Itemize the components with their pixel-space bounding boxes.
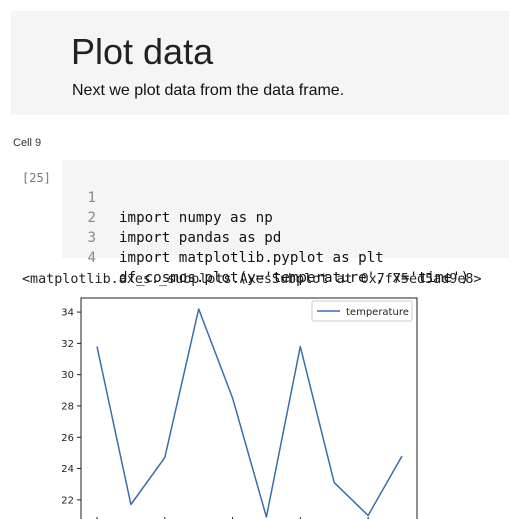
markdown-text: Next we plot data from the data frame. [72, 81, 344, 101]
code-text: import matplotlib.pyplot as plt [119, 248, 384, 268]
code-cell-editor[interactable]: 1 import numpy as np 2 import pandas as … [62, 160, 509, 258]
line-number: 4 [62, 248, 96, 268]
y-axis-ticks: 22 24 26 28 30 32 34 [61, 308, 81, 507]
markdown-cell[interactable]: Plot data Next we plot data from the dat… [11, 11, 509, 115]
plot-axes-frame [81, 298, 417, 519]
y-tick-label: 24 [61, 464, 74, 475]
code-line: 4 df_cosmos.plot(y='temperature', x='tim… [62, 228, 113, 248]
code-line: 3 import matplotlib.pyplot as plt [62, 208, 113, 228]
code-line: 2 import pandas as pd [62, 188, 113, 208]
y-tick-label: 22 [61, 495, 74, 506]
y-tick-label: 26 [61, 433, 74, 444]
code-line: 1 import numpy as np [62, 168, 113, 188]
code-text: import numpy as np [119, 208, 273, 228]
cell-output-text: <matplotlib.axes._subplots.AxesSubplot a… [22, 270, 482, 290]
series-line-temperature [97, 309, 402, 517]
y-tick-label: 32 [61, 339, 74, 350]
temperature-line-chart: 22 24 26 28 30 32 34 temperature [0, 292, 509, 519]
cell-label: Cell 9 [13, 137, 41, 149]
markdown-title: Plot data [71, 31, 213, 73]
code-text: import pandas as pd [119, 228, 281, 248]
y-tick-label: 30 [61, 370, 74, 381]
execution-count-prompt: [25] [22, 171, 51, 185]
chart-legend: temperature [312, 301, 412, 321]
legend-entry-temperature: temperature [346, 307, 409, 318]
y-tick-label: 34 [61, 308, 74, 319]
y-tick-label: 28 [61, 401, 74, 412]
